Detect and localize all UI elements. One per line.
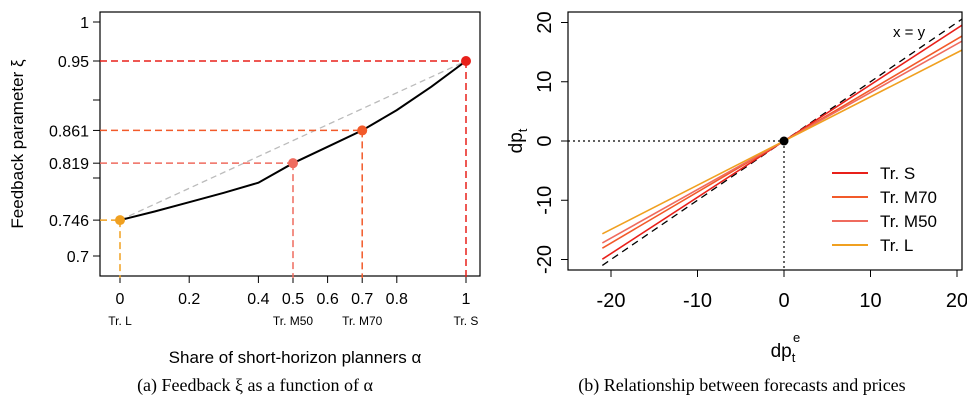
plot-area xyxy=(568,18,962,270)
x-tick-label: 0.6 xyxy=(316,291,338,308)
y-tick-label: 0 xyxy=(534,135,556,146)
y-tick-label: -20 xyxy=(534,245,556,274)
legend-label-tr-s: Tr. S xyxy=(880,164,915,183)
x-axis-title-sub: t xyxy=(792,350,796,365)
panel-b-caption: (b) Relationship between forecasts and p… xyxy=(578,375,905,396)
x-tick-label: -20 xyxy=(597,290,626,312)
treatment-label-tr-l: Tr. L xyxy=(108,314,132,328)
y-tick-label: 0.746 xyxy=(49,213,89,230)
x-axis-title: dpt xyxy=(771,341,796,365)
x-axis-title-sup: e xyxy=(793,330,800,345)
point-tr-m50 xyxy=(288,158,298,169)
y-tick-label: -10 xyxy=(534,186,556,215)
x-tick-label: 0.2 xyxy=(178,291,200,308)
x-tick-label: 1 xyxy=(462,291,471,308)
x-tick-label: 0.7 xyxy=(351,291,373,308)
y-tick-label: 0.861 xyxy=(49,123,89,140)
panel-a-feedback-chart: 0.7 0.746 0.819 0.861 0.95 1 0 0.2 0.4 0.5 0.6 0.7 0… xyxy=(8,11,481,367)
x-tick-label: 0 xyxy=(778,290,789,312)
y-tick-label: 0.95 xyxy=(58,54,89,71)
treatment-label-tr-s: Tr. S xyxy=(454,314,479,328)
x-tick-label: 0.4 xyxy=(247,291,269,308)
legend-label-tr-m50: Tr. M50 xyxy=(880,212,937,231)
y-axis-title-sub: t xyxy=(515,128,530,132)
point-tr-l xyxy=(115,215,125,226)
y-tick-label: 10 xyxy=(534,71,556,93)
chord-line xyxy=(119,60,467,221)
x-tick-label: 10 xyxy=(859,290,881,312)
point-tr-m70 xyxy=(357,125,368,136)
point-tr-s xyxy=(461,56,471,66)
y-tick-label: 0.819 xyxy=(49,156,89,173)
y-tick-label: 0.7 xyxy=(67,249,89,266)
panel-b-forecast-price-chart: x = y -20 -10 0 10 20 -20 -10 0 10 20 Tr. S Tr. M70 T… xyxy=(506,11,967,365)
x-axis-title: Share of short-horizon planners α xyxy=(169,348,422,367)
treatment-label-tr-m70: Tr. M70 xyxy=(342,314,383,328)
legend-label-tr-l: Tr. L xyxy=(880,236,913,255)
y-tick-label: 20 xyxy=(534,11,556,33)
panel-a-caption: (a) Feedback ξ as a function of α xyxy=(137,375,373,396)
y-tick-label: 1 xyxy=(80,15,89,32)
origin-point xyxy=(779,136,789,146)
y-axis-title: Feedback parameter ξ xyxy=(8,59,27,229)
x-tick-label: 0 xyxy=(116,291,125,308)
x-axis-title-main: dp xyxy=(771,341,792,362)
x-tick-label: 0.5 xyxy=(282,291,304,308)
x-tick-label: 0.8 xyxy=(386,291,408,308)
x-tick-label: 20 xyxy=(946,290,967,312)
legend-label-tr-m70: Tr. M70 xyxy=(880,188,937,207)
y-axis-title-main: dp xyxy=(506,132,527,153)
x-tick-label: -10 xyxy=(683,290,712,312)
identity-label: x = y xyxy=(893,24,926,41)
treatment-label-tr-m50: Tr. M50 xyxy=(273,314,314,328)
plot-frame xyxy=(99,11,481,277)
y-axis-title: dpt xyxy=(506,128,530,153)
